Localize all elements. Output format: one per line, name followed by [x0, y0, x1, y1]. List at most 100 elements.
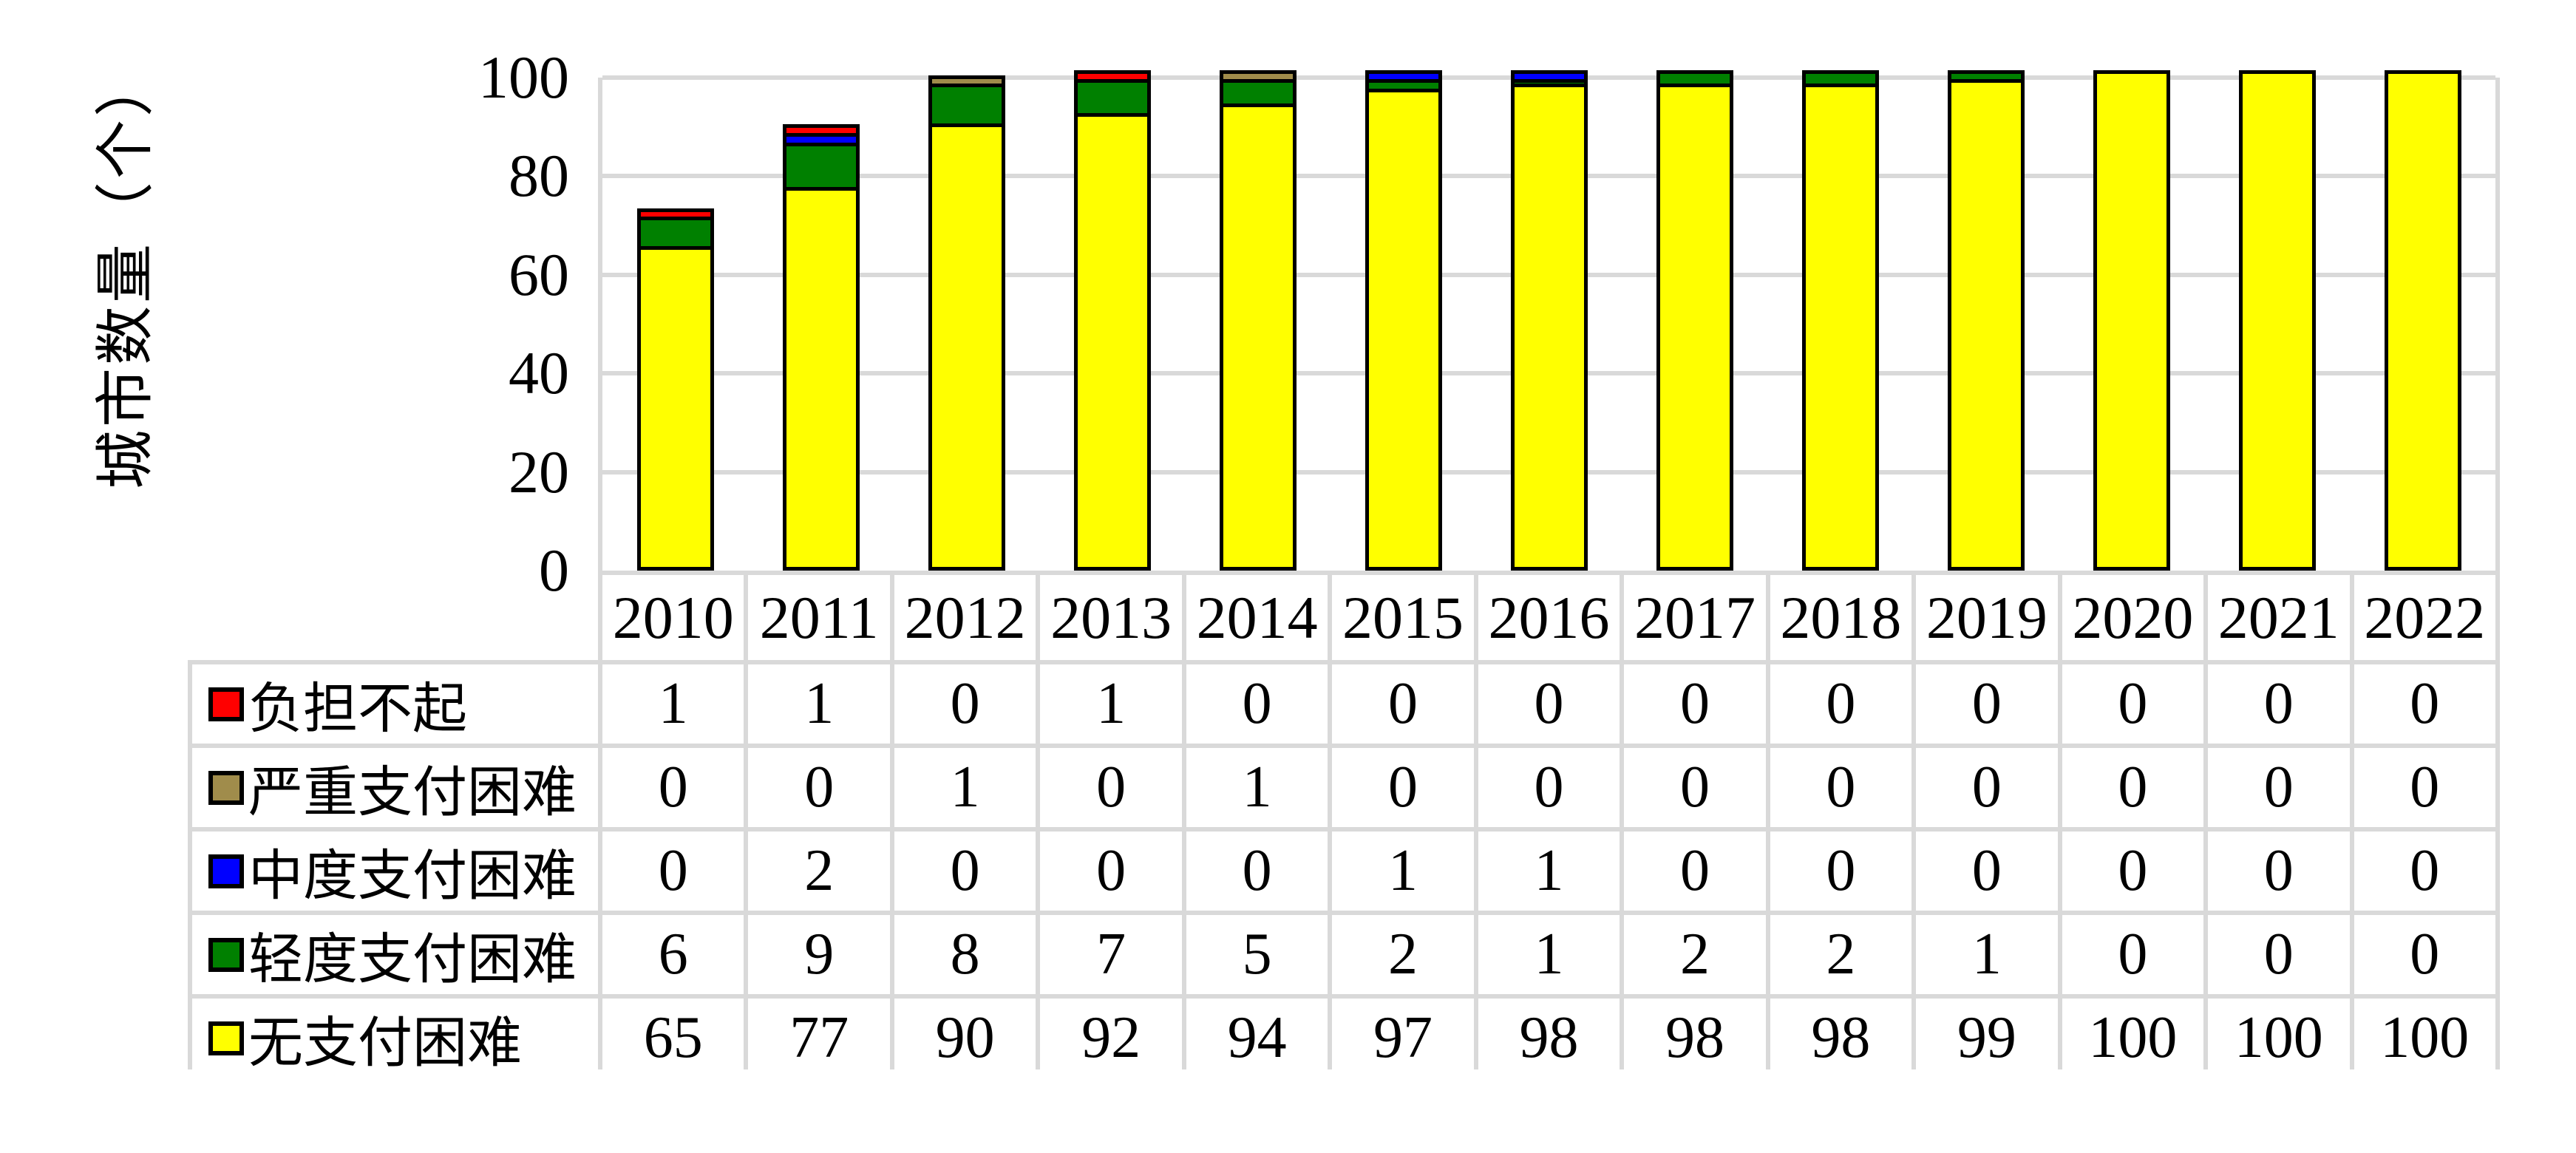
value-cell: 0	[2208, 831, 2350, 911]
bar-2012	[928, 75, 1005, 571]
y-tick-label: 60	[509, 240, 569, 308]
value-cell: 0	[2354, 915, 2495, 994]
value-cell: 1	[1916, 915, 2058, 994]
value-cell: 97	[1332, 999, 1474, 1078]
bar-segment	[2096, 74, 2167, 567]
value-cell: 1	[1478, 831, 1620, 911]
value-cell: 1	[1186, 748, 1328, 827]
bar-segment	[786, 133, 856, 143]
value-cell: 0	[1624, 831, 1766, 911]
value-cell: 94	[1186, 999, 1328, 1078]
value-cell: 5	[1186, 915, 1328, 994]
value-cell: 1	[602, 664, 744, 744]
value-cell: 1	[1478, 915, 1620, 994]
value-cell: 0	[1478, 748, 1620, 827]
bar-segment	[1951, 78, 2021, 567]
value-cell: 0	[2354, 831, 2495, 911]
bar-segment	[2242, 74, 2312, 567]
x-label-cell: 2019	[1916, 575, 2058, 660]
x-label-cell: 2011	[748, 575, 890, 660]
value-cell: 0	[2208, 915, 2350, 994]
x-label-cell: 2020	[2062, 575, 2204, 660]
value-cell: 0	[2062, 664, 2204, 744]
y-axis-title: 城市数量（个）	[94, 55, 159, 489]
data-table: 负担不起 1 1 0 1 0 0 0 0 0 0 0 0 0 严重支付困难 0 0 1 0 1 0 0 0 0 0 0 0 0 中度支付…	[188, 660, 2500, 1078]
value-cell: 0	[1040, 831, 1182, 911]
bar-2017	[1656, 70, 1733, 571]
x-label-row: 2010 2011 2012 2013 2014 2015 2016 2017 2018 2019…	[598, 571, 2500, 660]
x-label-cell: 2021	[2208, 575, 2350, 660]
value-cell: 90	[894, 999, 1036, 1078]
bar-segment	[1223, 103, 1293, 567]
value-cell: 100	[2208, 999, 2350, 1078]
legend-label: 严重支付困难	[248, 763, 577, 823]
bar-segment	[1077, 113, 1147, 567]
value-cell: 2	[1332, 915, 1474, 994]
x-label-cell: 2015	[1332, 575, 1474, 660]
bar-2021	[2238, 70, 2316, 571]
bar-segment	[931, 123, 1002, 567]
bar-segment	[1805, 84, 1875, 567]
bar-segment	[1514, 84, 1584, 567]
x-label-cell: 2018	[1770, 575, 1912, 660]
legend-cell: 轻度支付困难	[192, 915, 598, 994]
value-cell: 0	[1040, 748, 1182, 827]
bar-segment	[786, 187, 856, 567]
bar-segment	[640, 217, 710, 247]
value-cell: 0	[748, 748, 890, 827]
value-cell: 0	[1916, 748, 2058, 827]
value-cell: 0	[2354, 664, 2495, 744]
bar-segment	[1514, 74, 1584, 79]
bar-segment	[1659, 74, 1730, 84]
bar-segment	[640, 246, 710, 567]
value-cell: 1	[1040, 664, 1182, 744]
value-cell: 9	[748, 915, 890, 994]
value-cell: 92	[1040, 999, 1182, 1078]
value-cell: 100	[2062, 999, 2204, 1078]
value-cell: 6	[602, 915, 744, 994]
value-cell: 0	[2354, 748, 2495, 827]
value-cell: 0	[1916, 831, 2058, 911]
value-cell: 8	[894, 915, 1036, 994]
bar-2022	[2384, 70, 2461, 571]
bar-2019	[1947, 70, 2025, 571]
x-label-cell: 2013	[1040, 575, 1182, 660]
value-cell: 0	[1624, 748, 1766, 827]
value-cell: 98	[1770, 999, 1912, 1078]
legend-label: 负担不起	[248, 679, 467, 740]
y-tick-label: 20	[509, 438, 569, 506]
value-cell: 0	[1332, 664, 1474, 744]
bar-2020	[2093, 70, 2170, 571]
bar-segment	[1659, 84, 1730, 567]
legend-cell: 负担不起	[192, 664, 598, 744]
x-label-cell: 2014	[1186, 575, 1328, 660]
bar-segment	[1805, 74, 1875, 84]
bar-segment	[1368, 74, 1438, 79]
legend-swatch-icon	[208, 1021, 244, 1055]
value-cell: 98	[1624, 999, 1766, 1078]
legend-cell: 无支付困难	[192, 999, 598, 1078]
bar-2015	[1365, 70, 1442, 571]
bar-2010	[636, 208, 714, 571]
bar-segment	[1077, 74, 1147, 79]
value-cell: 0	[1770, 831, 1912, 911]
value-cell: 7	[1040, 915, 1182, 994]
bar-2013	[1073, 70, 1151, 571]
value-cell: 98	[1478, 999, 1620, 1078]
legend-swatch-icon	[208, 937, 244, 972]
value-cell: 0	[1186, 664, 1328, 744]
legend-cell: 中度支付困难	[192, 831, 598, 911]
y-tick-label: 80	[509, 142, 569, 210]
bar-segment	[1368, 88, 1438, 567]
value-cell: 0	[2062, 748, 2204, 827]
legend-label: 无支付困难	[248, 1013, 522, 1074]
legend-label: 轻度支付困难	[248, 930, 577, 990]
value-cell: 2	[748, 831, 890, 911]
value-cell: 0	[1770, 664, 1912, 744]
value-cell: 0	[602, 831, 744, 911]
legend-swatch-icon	[208, 687, 244, 721]
value-cell: 1	[894, 748, 1036, 827]
bar-segment	[1223, 78, 1293, 103]
bar-segment	[1077, 78, 1147, 114]
bar-segment	[640, 211, 710, 217]
